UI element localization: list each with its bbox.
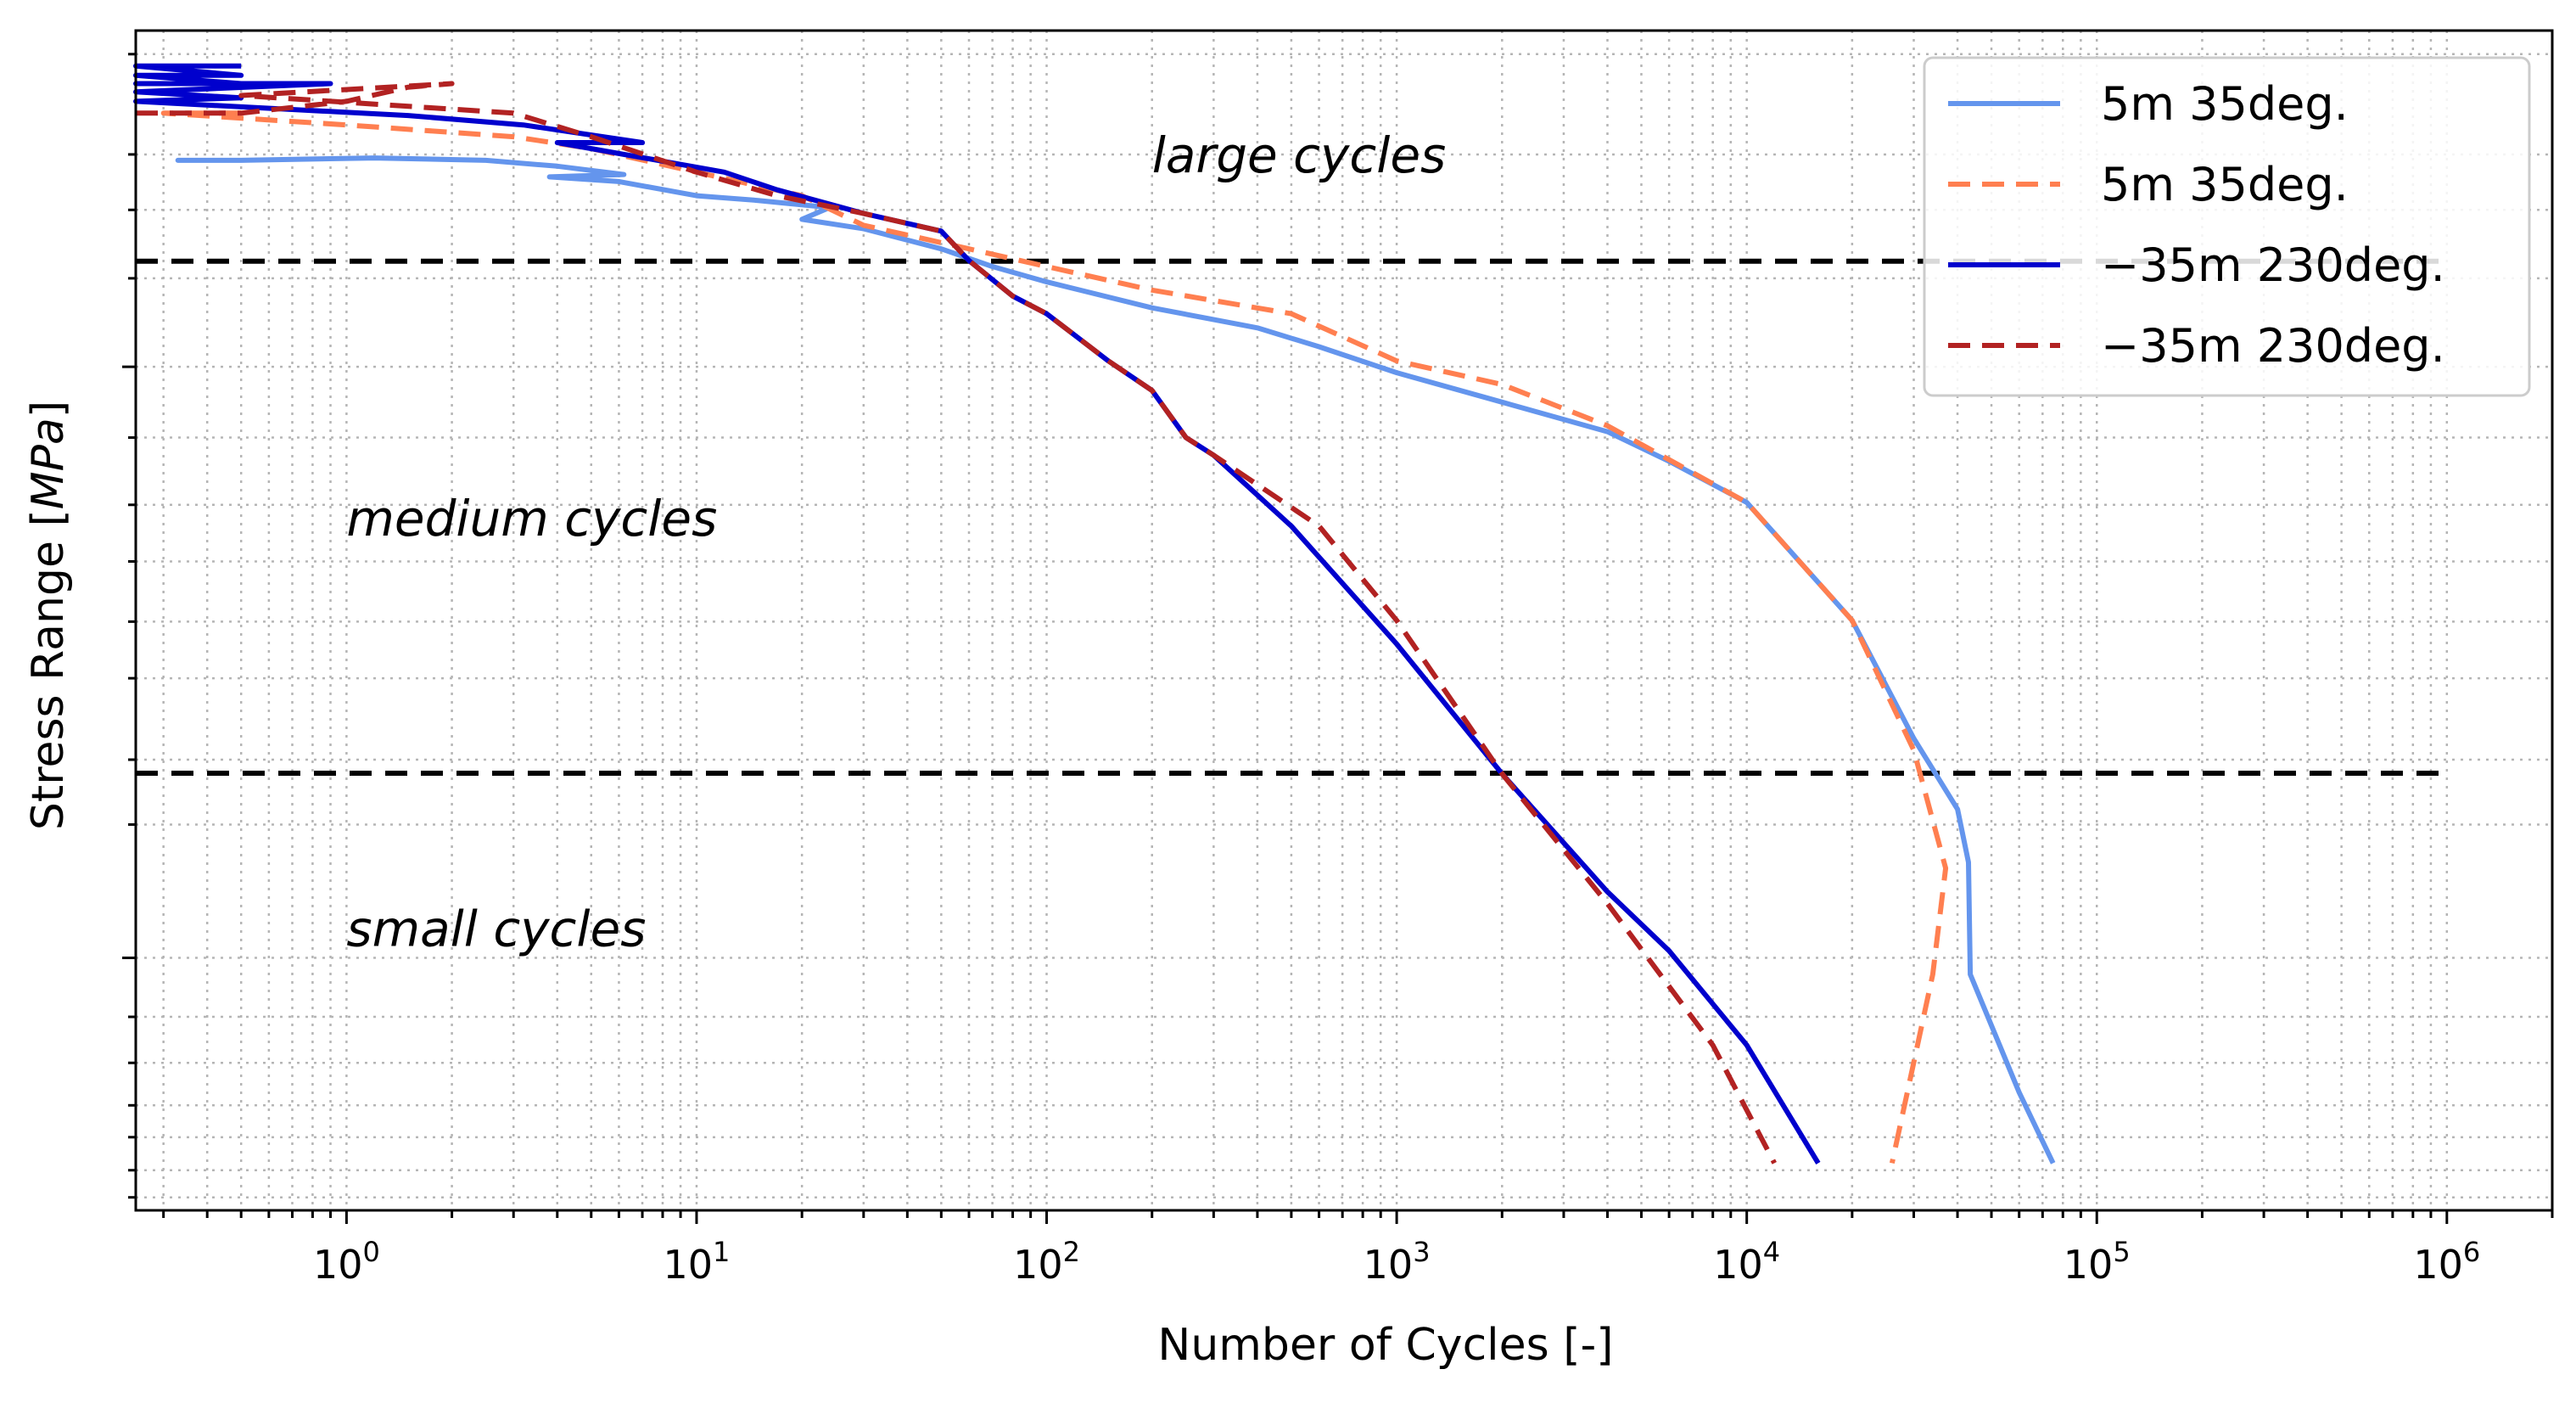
- series-line-2: [160, 110, 1949, 1164]
- x-axis-title: Number of Cycles [-]: [1157, 1320, 1613, 1371]
- series-line-4: [136, 81, 1777, 1164]
- x-tick-label: 105: [2064, 1236, 2131, 1288]
- y-axis-title-prefix: Stress Range [: [23, 509, 74, 830]
- legend-label-2: 5m 35deg.: [2101, 158, 2349, 211]
- axis-ticks: 100 101 102 103 104 105 106: [122, 53, 2554, 1288]
- x-tick-label: 104: [1713, 1236, 1780, 1288]
- x-tick-label: 102: [1013, 1236, 1080, 1288]
- x-tick-label: 106: [2413, 1236, 2480, 1288]
- legend-label-1: 5m 35deg.: [2101, 77, 2349, 131]
- legend-label-4: −35m 230deg.: [2101, 319, 2445, 373]
- annotations: large cycles medium cycles small cycles: [346, 126, 1446, 958]
- annotation-label: large cycles: [1152, 126, 1447, 184]
- y-axis-title-suffix: ]: [23, 401, 74, 418]
- x-tick-label: 101: [664, 1236, 731, 1288]
- annotation-label: medium cycles: [346, 490, 717, 547]
- legend-box: [1923, 56, 2531, 397]
- y-axis-title: Stress Range [MPa]: [23, 401, 74, 830]
- legend: 5m 35deg. 5m 35deg. −35m 230deg. −35m 230de…: [1923, 56, 2531, 397]
- series-line-1: [175, 155, 2056, 1164]
- series-lines: [133, 63, 2056, 1164]
- x-tick-label: 103: [1364, 1236, 1431, 1288]
- annotation-label: small cycles: [346, 901, 646, 958]
- y-axis-title-unit: MPa: [23, 418, 74, 509]
- series-line-3: [133, 63, 1821, 1164]
- legend-label-3: −35m 230deg.: [2101, 239, 2445, 292]
- x-tick-label: 100: [313, 1236, 380, 1288]
